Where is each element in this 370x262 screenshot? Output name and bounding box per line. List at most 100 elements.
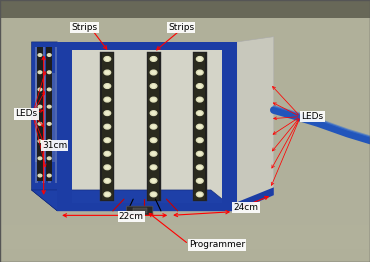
Polygon shape xyxy=(100,52,114,201)
Text: LEDs: LEDs xyxy=(16,110,38,118)
Circle shape xyxy=(196,124,203,129)
Circle shape xyxy=(105,193,109,196)
Polygon shape xyxy=(57,203,237,211)
Circle shape xyxy=(150,111,157,116)
Circle shape xyxy=(196,70,203,75)
Circle shape xyxy=(38,174,42,177)
Polygon shape xyxy=(102,53,113,200)
Polygon shape xyxy=(193,52,207,201)
Circle shape xyxy=(150,138,157,143)
Circle shape xyxy=(104,165,111,170)
Circle shape xyxy=(152,152,155,155)
Circle shape xyxy=(152,166,155,169)
Circle shape xyxy=(105,71,109,74)
Polygon shape xyxy=(147,52,161,201)
Circle shape xyxy=(38,54,42,56)
Circle shape xyxy=(104,84,111,88)
Polygon shape xyxy=(222,50,237,203)
Circle shape xyxy=(196,111,203,116)
Polygon shape xyxy=(31,190,237,211)
Polygon shape xyxy=(37,47,43,181)
Polygon shape xyxy=(0,0,370,18)
Polygon shape xyxy=(55,47,58,183)
Circle shape xyxy=(152,98,155,101)
Text: Programmer: Programmer xyxy=(189,241,245,249)
Circle shape xyxy=(105,125,109,128)
Polygon shape xyxy=(42,47,45,183)
Polygon shape xyxy=(237,37,274,42)
Circle shape xyxy=(150,192,157,197)
Circle shape xyxy=(198,112,202,114)
Circle shape xyxy=(104,178,111,183)
Polygon shape xyxy=(46,47,52,181)
FancyBboxPatch shape xyxy=(127,206,153,215)
Circle shape xyxy=(198,98,202,101)
Circle shape xyxy=(198,179,202,182)
Circle shape xyxy=(47,71,51,74)
Text: Strips: Strips xyxy=(168,23,194,32)
Circle shape xyxy=(150,84,157,88)
Circle shape xyxy=(38,157,42,160)
Circle shape xyxy=(152,58,155,60)
Circle shape xyxy=(198,152,202,155)
Circle shape xyxy=(105,152,109,155)
Text: 31cm: 31cm xyxy=(42,141,67,150)
Circle shape xyxy=(47,123,51,125)
Circle shape xyxy=(105,166,109,169)
Text: 22cm: 22cm xyxy=(119,212,144,221)
Circle shape xyxy=(105,98,109,101)
Circle shape xyxy=(150,165,157,170)
Circle shape xyxy=(198,85,202,87)
Polygon shape xyxy=(48,47,51,183)
Circle shape xyxy=(105,85,109,87)
Text: Strips: Strips xyxy=(71,23,97,32)
Circle shape xyxy=(150,124,157,129)
Circle shape xyxy=(152,193,155,196)
Circle shape xyxy=(198,139,202,141)
Circle shape xyxy=(196,84,203,88)
Text: 24cm: 24cm xyxy=(233,203,259,212)
Circle shape xyxy=(105,179,109,182)
Circle shape xyxy=(196,165,203,170)
Polygon shape xyxy=(35,47,38,183)
Text: LEDs: LEDs xyxy=(302,112,324,121)
Circle shape xyxy=(47,157,51,160)
Circle shape xyxy=(47,54,51,56)
Circle shape xyxy=(196,138,203,143)
Circle shape xyxy=(150,178,157,183)
Circle shape xyxy=(152,71,155,74)
Circle shape xyxy=(104,151,111,156)
Circle shape xyxy=(196,151,203,156)
Circle shape xyxy=(198,193,202,196)
Circle shape xyxy=(196,97,203,102)
Circle shape xyxy=(198,58,202,60)
Circle shape xyxy=(198,125,202,128)
Circle shape xyxy=(152,125,155,128)
Polygon shape xyxy=(194,53,205,200)
Circle shape xyxy=(105,58,109,60)
Polygon shape xyxy=(57,50,72,203)
Polygon shape xyxy=(35,73,55,162)
Circle shape xyxy=(105,112,109,114)
Circle shape xyxy=(196,178,203,183)
Circle shape xyxy=(104,138,111,143)
Circle shape xyxy=(105,139,109,141)
Circle shape xyxy=(150,151,157,156)
Circle shape xyxy=(198,71,202,74)
Circle shape xyxy=(104,97,111,102)
Polygon shape xyxy=(57,42,237,211)
Circle shape xyxy=(47,140,51,143)
Circle shape xyxy=(104,192,111,197)
Circle shape xyxy=(38,123,42,125)
Circle shape xyxy=(152,139,155,141)
Circle shape xyxy=(196,192,203,197)
Circle shape xyxy=(198,166,202,169)
Polygon shape xyxy=(237,187,274,211)
Circle shape xyxy=(104,57,111,61)
Circle shape xyxy=(38,88,42,91)
Circle shape xyxy=(152,112,155,114)
Circle shape xyxy=(38,105,42,108)
Circle shape xyxy=(150,57,157,61)
Polygon shape xyxy=(148,53,159,200)
Circle shape xyxy=(47,105,51,108)
